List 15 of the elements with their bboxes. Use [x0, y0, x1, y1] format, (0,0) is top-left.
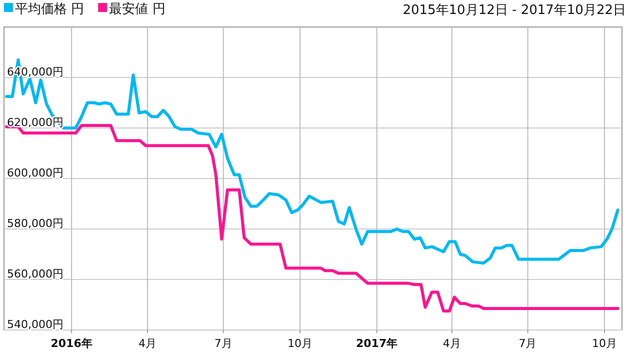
- x-tick-label: 2016年: [50, 337, 92, 350]
- x-tick-label: 7月: [518, 337, 537, 350]
- x-tick-label: 2017年: [356, 337, 398, 350]
- x-tick-label: 7月: [214, 337, 232, 350]
- y-tick-label: 560,000円: [7, 268, 64, 280]
- x-tick-label: 10月: [288, 337, 313, 350]
- chart-title: 2015年10月12日 - 2017年10月22日: [402, 3, 626, 18]
- y-tick-label: 600,000円: [7, 166, 64, 180]
- x-tick-label: 10月: [592, 337, 617, 350]
- y-tick-label: 540,000円: [7, 318, 64, 331]
- y-tick-label: 580,000円: [7, 217, 64, 230]
- legend-label: 平均価格 円: [15, 2, 84, 17]
- x-tick-label: 4月: [138, 337, 156, 350]
- x-tick-label: 4月: [442, 337, 461, 350]
- legend-label: 最安値 円: [109, 1, 166, 17]
